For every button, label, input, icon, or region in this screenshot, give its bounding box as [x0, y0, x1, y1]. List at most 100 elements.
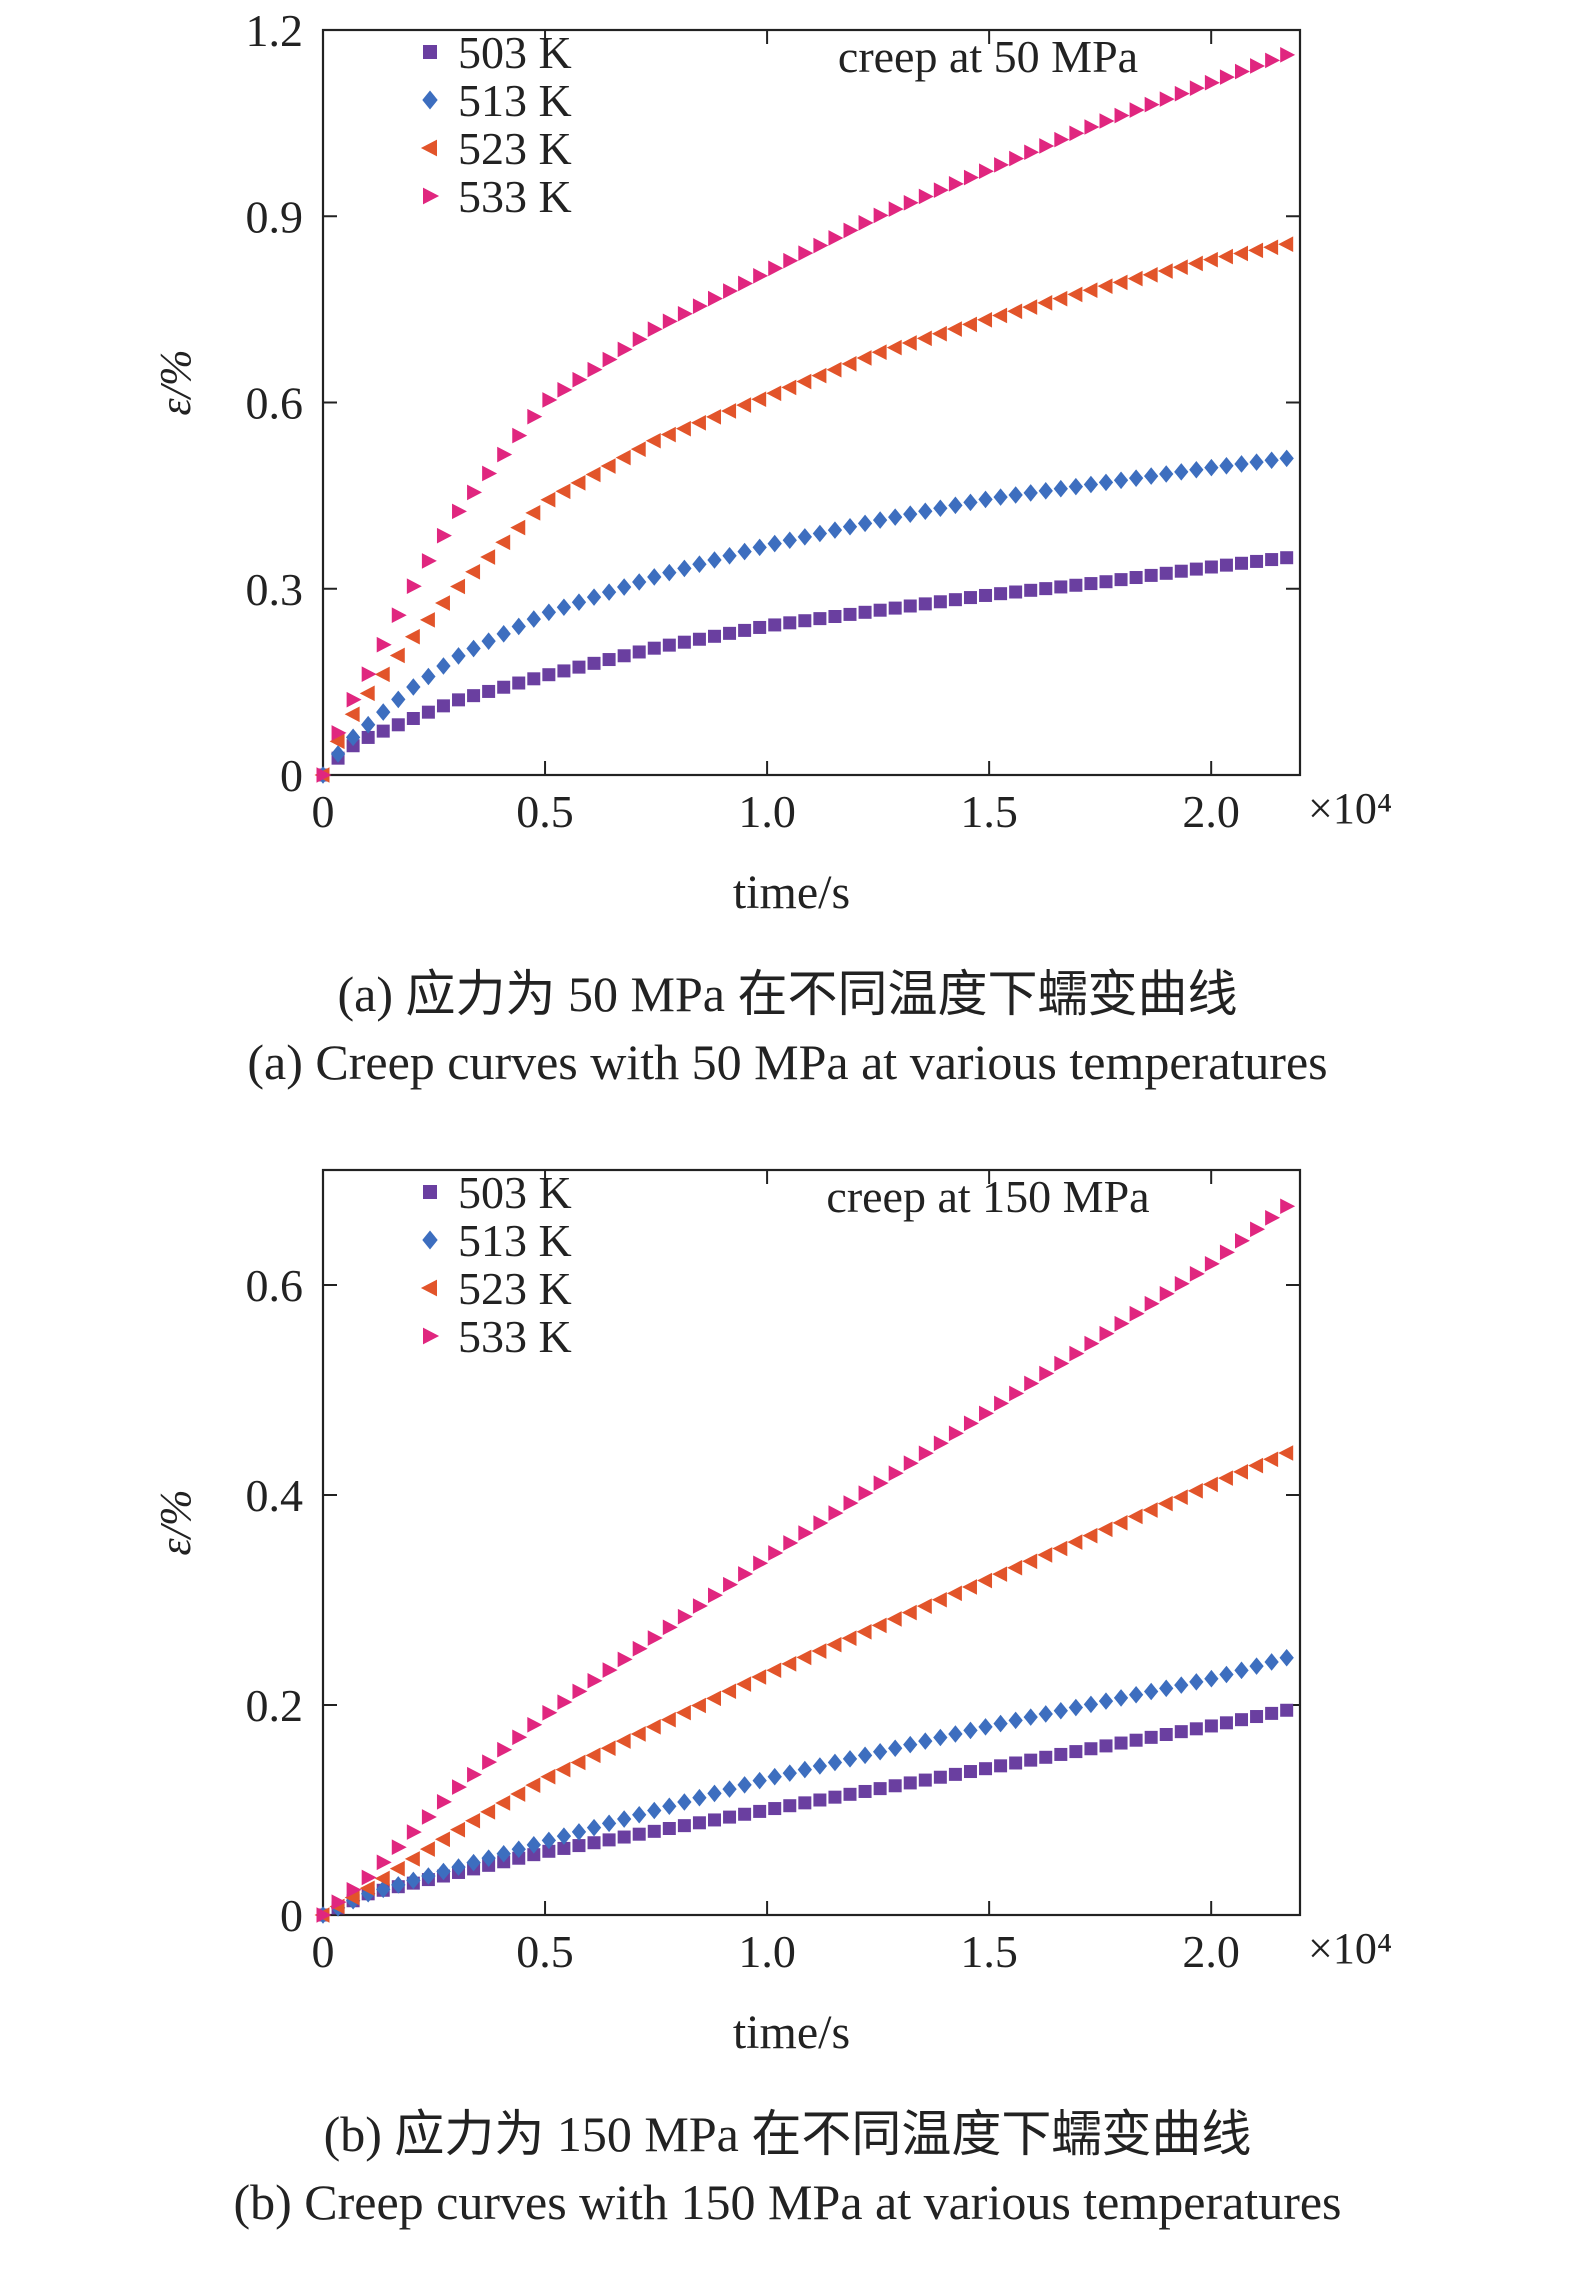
data-point-523-k	[435, 595, 450, 611]
data-point-513-k	[436, 1862, 451, 1881]
legend-item-513-k: 513 K	[422, 75, 572, 126]
data-point-523-k	[389, 1860, 405, 1877]
data-point-523-k	[480, 549, 496, 565]
data-point-503-k	[963, 591, 977, 605]
data-point-533-k	[948, 176, 964, 192]
data-point-503-k	[1039, 1750, 1053, 1764]
data-point-503-k	[1204, 1719, 1218, 1733]
data-point-523-k	[525, 505, 541, 521]
data-point-523-k	[1082, 282, 1098, 299]
data-point-503-k	[994, 587, 1008, 601]
legend-label: 523 K	[458, 123, 572, 174]
data-point-533-k	[1129, 1305, 1145, 1322]
data-point-513-k	[647, 1801, 662, 1820]
data-point-523-k	[555, 483, 571, 500]
data-point-513-k	[872, 1742, 888, 1761]
y-tick-label: 0	[280, 750, 303, 801]
data-point-523-k	[645, 1719, 661, 1735]
data-point-523-k	[1142, 267, 1158, 283]
data-point-513-k	[376, 1880, 391, 1899]
data-point-513-k	[662, 1797, 677, 1816]
data-point-503-k	[1204, 560, 1218, 574]
data-point-513-k	[1204, 1669, 1219, 1688]
data-point-533-k	[798, 245, 814, 261]
data-point-523-k	[796, 1649, 812, 1666]
data-point-503-k	[1039, 582, 1053, 596]
data-point-523-k	[329, 733, 345, 750]
data-point-503-k	[1084, 1742, 1098, 1756]
data-point-523-k	[419, 1841, 435, 1857]
data-point-513-k	[330, 745, 346, 763]
data-point-523-k	[1067, 286, 1083, 303]
data-point-533-k	[1129, 102, 1145, 118]
data-point-533-k	[1144, 1295, 1160, 1312]
data-point-503-k	[1009, 585, 1023, 599]
data-point-503-k	[813, 612, 827, 626]
data-point-503-k	[572, 660, 586, 674]
data-point-503-k	[632, 1827, 646, 1841]
data-point-503-k	[903, 599, 917, 613]
data-point-503-k	[647, 641, 661, 655]
data-point-523-k	[1037, 295, 1053, 311]
data-point-503-k	[798, 614, 812, 628]
data-point-533-k	[361, 1869, 377, 1886]
data-point-513-k	[963, 1721, 978, 1740]
data-point-513-k	[978, 490, 993, 509]
data-point-523-k	[374, 666, 390, 683]
data-point-533-k	[376, 1854, 392, 1871]
data-point-513-k	[1008, 1711, 1023, 1730]
data-point-523-k	[660, 426, 676, 443]
data-point-533-k	[723, 283, 739, 299]
data-point-523-k	[916, 330, 932, 347]
x-tick-label: 0	[312, 786, 335, 837]
data-point-523-k	[1278, 236, 1294, 252]
data-point-513-k	[933, 1728, 948, 1747]
y-axis-label: ε/%	[151, 1489, 200, 1555]
data-point-523-k	[435, 1831, 450, 1848]
data-point-523-k	[495, 1795, 511, 1811]
data-point-503-k	[497, 680, 511, 694]
data-point-503-k	[602, 653, 616, 667]
data-point-523-k	[781, 1656, 797, 1672]
data-point-533-k	[617, 1651, 633, 1668]
data-point-513-k	[541, 1831, 557, 1850]
data-point-533-k	[421, 1809, 437, 1825]
data-point-533-k	[723, 1576, 739, 1593]
data-point-533-k	[1189, 80, 1205, 96]
data-point-513-k	[662, 563, 677, 582]
data-point-513-k	[918, 1732, 933, 1750]
data-point-513-k	[406, 1871, 421, 1890]
data-point-513-k	[857, 514, 873, 533]
data-point-533-k	[858, 215, 874, 231]
data-point-503-k	[843, 1787, 857, 1801]
y-tick-label: 0.3	[246, 564, 304, 615]
data-point-533-k	[467, 484, 483, 501]
data-point-533-k	[572, 371, 588, 388]
data-point-533-k	[617, 341, 633, 358]
data-point-523-k	[585, 466, 601, 483]
data-point-533-k	[1009, 1385, 1025, 1402]
panel-b: 0 0.5 1.0 1.5 2.0 0 0.2 0.4 0.6 ×10⁴ time/s ε/% cree…	[0, 1140, 1575, 2275]
data-point-533-k	[482, 1754, 498, 1770]
data-point-513-k	[496, 625, 511, 643]
data-point-533-k	[888, 1465, 904, 1481]
data-point-533-k	[768, 260, 784, 277]
y-tick-label: 0	[280, 1890, 303, 1941]
data-point-513-k	[556, 1827, 572, 1845]
data-point-523-k	[766, 1662, 782, 1679]
data-point-533-k	[647, 1630, 663, 1646]
data-point-523-k	[1112, 1515, 1128, 1531]
data-point-513-k	[541, 603, 557, 622]
data-point-533-k	[888, 201, 904, 217]
data-point-503-k	[858, 1784, 872, 1798]
data-point-503-k	[587, 1836, 601, 1850]
data-point-513-k	[1189, 460, 1204, 479]
data-point-533-k	[783, 252, 799, 269]
data-point-533-k	[346, 1881, 362, 1898]
data-point-513-k	[376, 703, 391, 721]
data-point-523-k	[1187, 255, 1203, 272]
data-point-533-k	[963, 1415, 979, 1432]
data-point-513-k	[782, 1764, 797, 1782]
data-point-523-k	[992, 1566, 1008, 1582]
data-point-513-k	[948, 1725, 963, 1743]
